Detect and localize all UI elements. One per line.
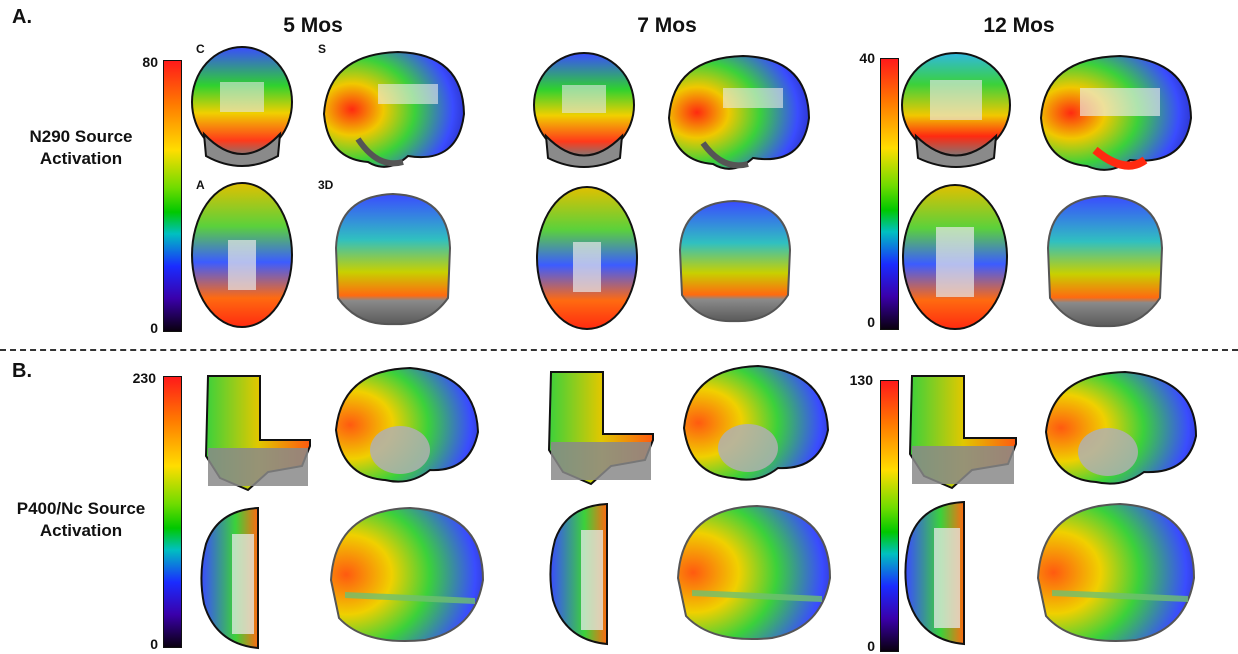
colorbar-a-left	[163, 60, 182, 332]
brain-a-7mos-coronal	[533, 52, 635, 168]
colorbar-b-left-max: 230	[132, 370, 156, 386]
column-header-12-mos: 12 Mos	[983, 14, 1055, 37]
brain-b-7mos-3d	[676, 504, 832, 641]
brain-b-7mos-sagittal	[682, 364, 830, 481]
row-label-p400-line2: Activation	[39, 521, 123, 540]
brain-a-5mos-axial	[191, 182, 293, 328]
brain-a-5mos-3d	[334, 192, 452, 326]
brain-a-7mos-3d	[678, 199, 792, 323]
column-header-5-mos: 5 Mos	[283, 14, 343, 37]
colorbar-b-right	[880, 380, 899, 652]
brain-b-7mos-axial-half	[549, 502, 608, 646]
brain-a-7mos-sagittal	[667, 54, 811, 170]
panel-divider	[0, 349, 1238, 351]
brain-a-7mos-axial	[536, 186, 638, 330]
brain-b-12mos-coronal-cut	[908, 375, 1017, 490]
row-label-n290-line1: N290 Source	[29, 127, 133, 146]
brain-a-12mos-3d	[1046, 194, 1164, 328]
brain-b-12mos-3d	[1036, 502, 1196, 642]
row-label-p400-line1: P400/Nc Source	[16, 499, 146, 518]
colorbar-b-left	[163, 376, 182, 648]
view-tag-coronal: C	[196, 42, 205, 56]
colorbar-a-right	[880, 58, 899, 330]
colorbar-b-left-min: 0	[150, 636, 158, 652]
brain-b-5mos-axial-half	[200, 506, 259, 650]
row-label-p400-nc: P400/Nc Source Activation	[6, 498, 156, 542]
panel-a-letter: A.	[12, 6, 32, 28]
brain-a-12mos-sagittal	[1039, 54, 1193, 171]
brain-b-5mos-sagittal	[334, 366, 480, 483]
view-tag-3d: 3D	[318, 178, 334, 192]
brain-a-5mos-coronal	[191, 46, 293, 167]
colorbar-b-right-max: 130	[849, 372, 873, 388]
brain-a-12mos-coronal	[901, 52, 1011, 168]
column-header-7-mos: 7 Mos	[637, 14, 697, 37]
view-tag-sagittal: S	[318, 42, 327, 56]
brain-a-12mos-axial	[902, 184, 1008, 330]
colorbar-a-left-min: 0	[150, 320, 158, 336]
view-tag-axial: A	[196, 178, 205, 192]
colorbar-a-right-min: 0	[867, 314, 875, 330]
brain-b-12mos-sagittal	[1044, 370, 1198, 485]
brain-b-7mos-coronal-cut	[547, 371, 654, 486]
panel-b-letter: B.	[12, 360, 32, 382]
row-label-n290-line2: Activation	[39, 149, 123, 168]
brain-a-5mos-sagittal	[322, 50, 466, 168]
brain-b-5mos-3d	[329, 506, 485, 643]
colorbar-b-right-min: 0	[867, 638, 875, 654]
colorbar-a-left-max: 80	[142, 54, 158, 70]
row-label-n290: N290 Source Activation	[6, 126, 156, 170]
colorbar-a-right-max: 40	[859, 50, 875, 66]
brain-b-5mos-coronal-cut	[204, 375, 311, 492]
brain-b-12mos-axial-half	[904, 500, 965, 646]
